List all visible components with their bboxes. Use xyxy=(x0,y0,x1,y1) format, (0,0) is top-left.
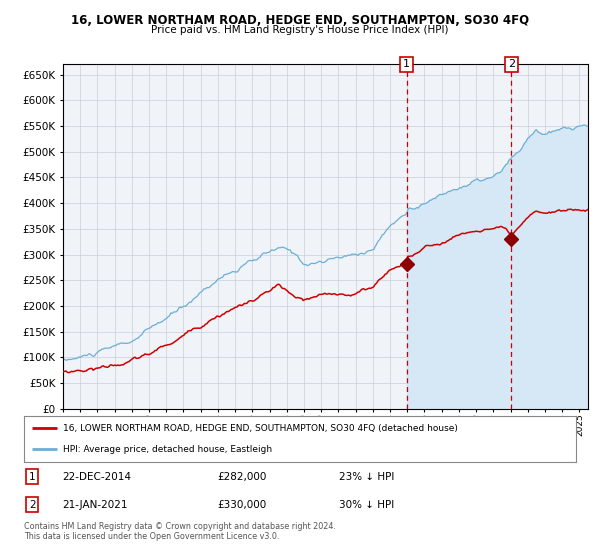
Text: 21-JAN-2021: 21-JAN-2021 xyxy=(62,500,128,510)
Text: 30% ↓ HPI: 30% ↓ HPI xyxy=(338,500,394,510)
Text: £330,000: £330,000 xyxy=(217,500,266,510)
Text: 2: 2 xyxy=(508,59,515,69)
Text: 22-DEC-2014: 22-DEC-2014 xyxy=(62,472,131,482)
Text: Contains HM Land Registry data © Crown copyright and database right 2024.
This d: Contains HM Land Registry data © Crown c… xyxy=(24,522,336,542)
Text: Price paid vs. HM Land Registry's House Price Index (HPI): Price paid vs. HM Land Registry's House … xyxy=(151,25,449,35)
Text: 1: 1 xyxy=(403,59,410,69)
Text: 16, LOWER NORTHAM ROAD, HEDGE END, SOUTHAMPTON, SO30 4FQ (detached house): 16, LOWER NORTHAM ROAD, HEDGE END, SOUTH… xyxy=(62,423,458,432)
Text: 1: 1 xyxy=(29,472,35,482)
Text: 23% ↓ HPI: 23% ↓ HPI xyxy=(338,472,394,482)
Text: 16, LOWER NORTHAM ROAD, HEDGE END, SOUTHAMPTON, SO30 4FQ: 16, LOWER NORTHAM ROAD, HEDGE END, SOUTH… xyxy=(71,14,529,27)
Text: HPI: Average price, detached house, Eastleigh: HPI: Average price, detached house, East… xyxy=(62,445,272,454)
Text: £282,000: £282,000 xyxy=(217,472,266,482)
Text: 2: 2 xyxy=(29,500,35,510)
